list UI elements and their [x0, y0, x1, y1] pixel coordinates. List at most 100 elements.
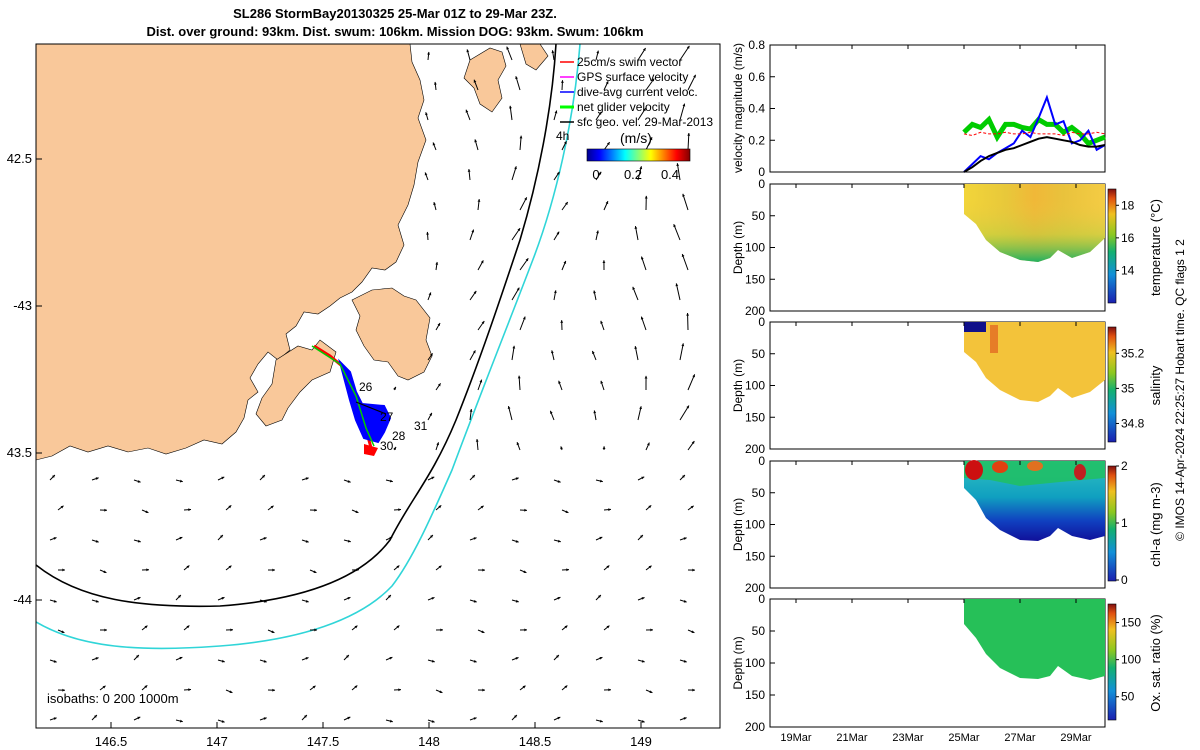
legend-label-swim: 25cm/s swim vector [577, 55, 682, 69]
salinity-low-patch [964, 322, 986, 332]
velocity-arrow-head [427, 51, 430, 55]
colorbar-label: salinity [1148, 365, 1163, 405]
velocity-arrow-head [676, 163, 680, 167]
velocity-arrow-head [563, 260, 567, 264]
velocity-arrow-head [179, 479, 183, 483]
map-colorbar-tick: 0 [592, 167, 599, 182]
velocity-arrow-head [564, 685, 568, 689]
velocity-arrow-head [436, 442, 440, 446]
salinity-section [964, 322, 1105, 402]
velocity-arrow-head [473, 537, 477, 540]
velocity-arrow-head [691, 441, 695, 445]
velocity-arrow-head [425, 112, 428, 116]
velocity-ytick-label: 0.4 [748, 102, 765, 116]
velocity-arrow-head [477, 199, 481, 202]
velocity-arrow-head [515, 76, 518, 80]
velocity-arrow-head [53, 599, 57, 603]
map-ytick-label: -44 [13, 592, 32, 607]
velocity-arrow-head [641, 597, 645, 600]
velocity-arrow-head [598, 594, 601, 598]
colorbar-tick-label: 14 [1121, 263, 1135, 277]
velocity-arrow-head [103, 570, 107, 574]
colorbar-label: Ox. sat. ratio (%) [1148, 614, 1163, 712]
credit-text: © IMOS 14-Apr-2024 22:25:27 Hobart time.… [1173, 239, 1187, 541]
glider-track [311, 344, 392, 456]
velocity-arrow-head [137, 480, 141, 483]
section-ytick-label: 200 [745, 442, 765, 456]
velocity-arrow-head [230, 628, 233, 632]
velocity-arrow-head [639, 166, 643, 170]
velocity-arrow-head [602, 446, 606, 449]
velocity-arrow-head [641, 719, 645, 723]
section-ytick-label: 0 [758, 315, 765, 329]
section-ytick-label: 200 [745, 581, 765, 595]
colorbar-tick-label: 35.2 [1121, 346, 1145, 360]
colorbar-tick-label: 35 [1121, 381, 1135, 395]
velocity-arrow-head [515, 599, 519, 603]
velocity-arrow-head [553, 290, 557, 294]
velocity-arrow-head [305, 657, 309, 660]
velocity-arrow-head [646, 442, 650, 446]
velocity-arrow-head [137, 539, 141, 543]
map-axes-frame [35, 43, 721, 729]
velocity-arrow-head [479, 379, 483, 383]
section-ytick-label: 100 [745, 379, 765, 393]
velocity-arrow-head [644, 375, 648, 379]
section-ytick-label: 0 [758, 454, 765, 468]
velocity-arrow-head [599, 536, 603, 540]
velocity-arrow [687, 374, 696, 391]
velocity-arrow-head [62, 688, 65, 692]
section-ytick-label: 50 [752, 347, 766, 361]
velocity-axis-ticks: 0 0.2 0.4 0.6 0.8 [748, 38, 775, 179]
velocity-arrow-head [564, 625, 568, 629]
velocity-arrow-head [137, 716, 141, 720]
velocity-arrow-head [144, 625, 148, 629]
velocity-arrow-head [437, 383, 441, 387]
velocity-arrow-head [557, 716, 561, 720]
velocity-arrow-head [599, 479, 603, 483]
velocity-arrow-head [263, 599, 267, 603]
velocity-arrow-head [94, 714, 97, 718]
section-ytick-label: 100 [745, 656, 765, 670]
map-legend: 25cm/s swim vector GPS surface velocity … [556, 55, 713, 182]
velocity-arrow-head [396, 565, 400, 569]
chla-bloom-4 [1074, 464, 1086, 480]
velocity-arrow-head [673, 224, 677, 228]
velocity-arrow-head [560, 320, 564, 323]
velocity-arrow-head [347, 539, 351, 543]
velocity-arrow-head [605, 201, 609, 205]
velocity-arrow-head [641, 476, 645, 480]
velocity-arrow-head [682, 475, 685, 478]
velocity-arrow-head [649, 137, 653, 141]
section-ytick-label: 200 [745, 720, 765, 734]
velocity-arrow-head [690, 505, 694, 509]
velocity-arrow-head [482, 568, 485, 572]
velocity-arrow-head [522, 316, 526, 320]
velocity-arrow-head [433, 81, 437, 85]
velocity-arrow-head [517, 375, 521, 379]
section-ytick-label: 50 [752, 209, 766, 223]
velocity-arrow [679, 103, 686, 121]
velocity-arrow-head [60, 505, 64, 509]
velocity-axes-frame [769, 44, 1106, 173]
velocity-arrow [687, 74, 697, 91]
velocity-arrow-head [263, 537, 267, 540]
velocity-arrow-head [524, 508, 527, 512]
velocity-arrow-head [512, 345, 516, 349]
velocity-arrow-head [606, 142, 610, 146]
velocity-arrow-head [137, 597, 141, 600]
colorbar-label: temperature (°C) [1148, 199, 1163, 296]
velocity-arrow-head [431, 597, 435, 600]
velocity-arrow-head [596, 50, 600, 54]
velocity-arrow-head [389, 719, 393, 723]
velocity-arrow-head [644, 195, 648, 199]
section-ytick-label: 150 [745, 410, 765, 424]
velocity-ytick-label: 0 [758, 165, 765, 179]
track-label-28: 28 [392, 429, 406, 443]
velocity-arrow-head [440, 628, 443, 632]
velocity-arrow-head [474, 139, 478, 143]
map-axis-ticks: 146.5 147 147.5 148 148.5 149 42.5 -43 43.5 -44 [7, 151, 652, 749]
colorbar-tick-label: 18 [1121, 198, 1135, 212]
